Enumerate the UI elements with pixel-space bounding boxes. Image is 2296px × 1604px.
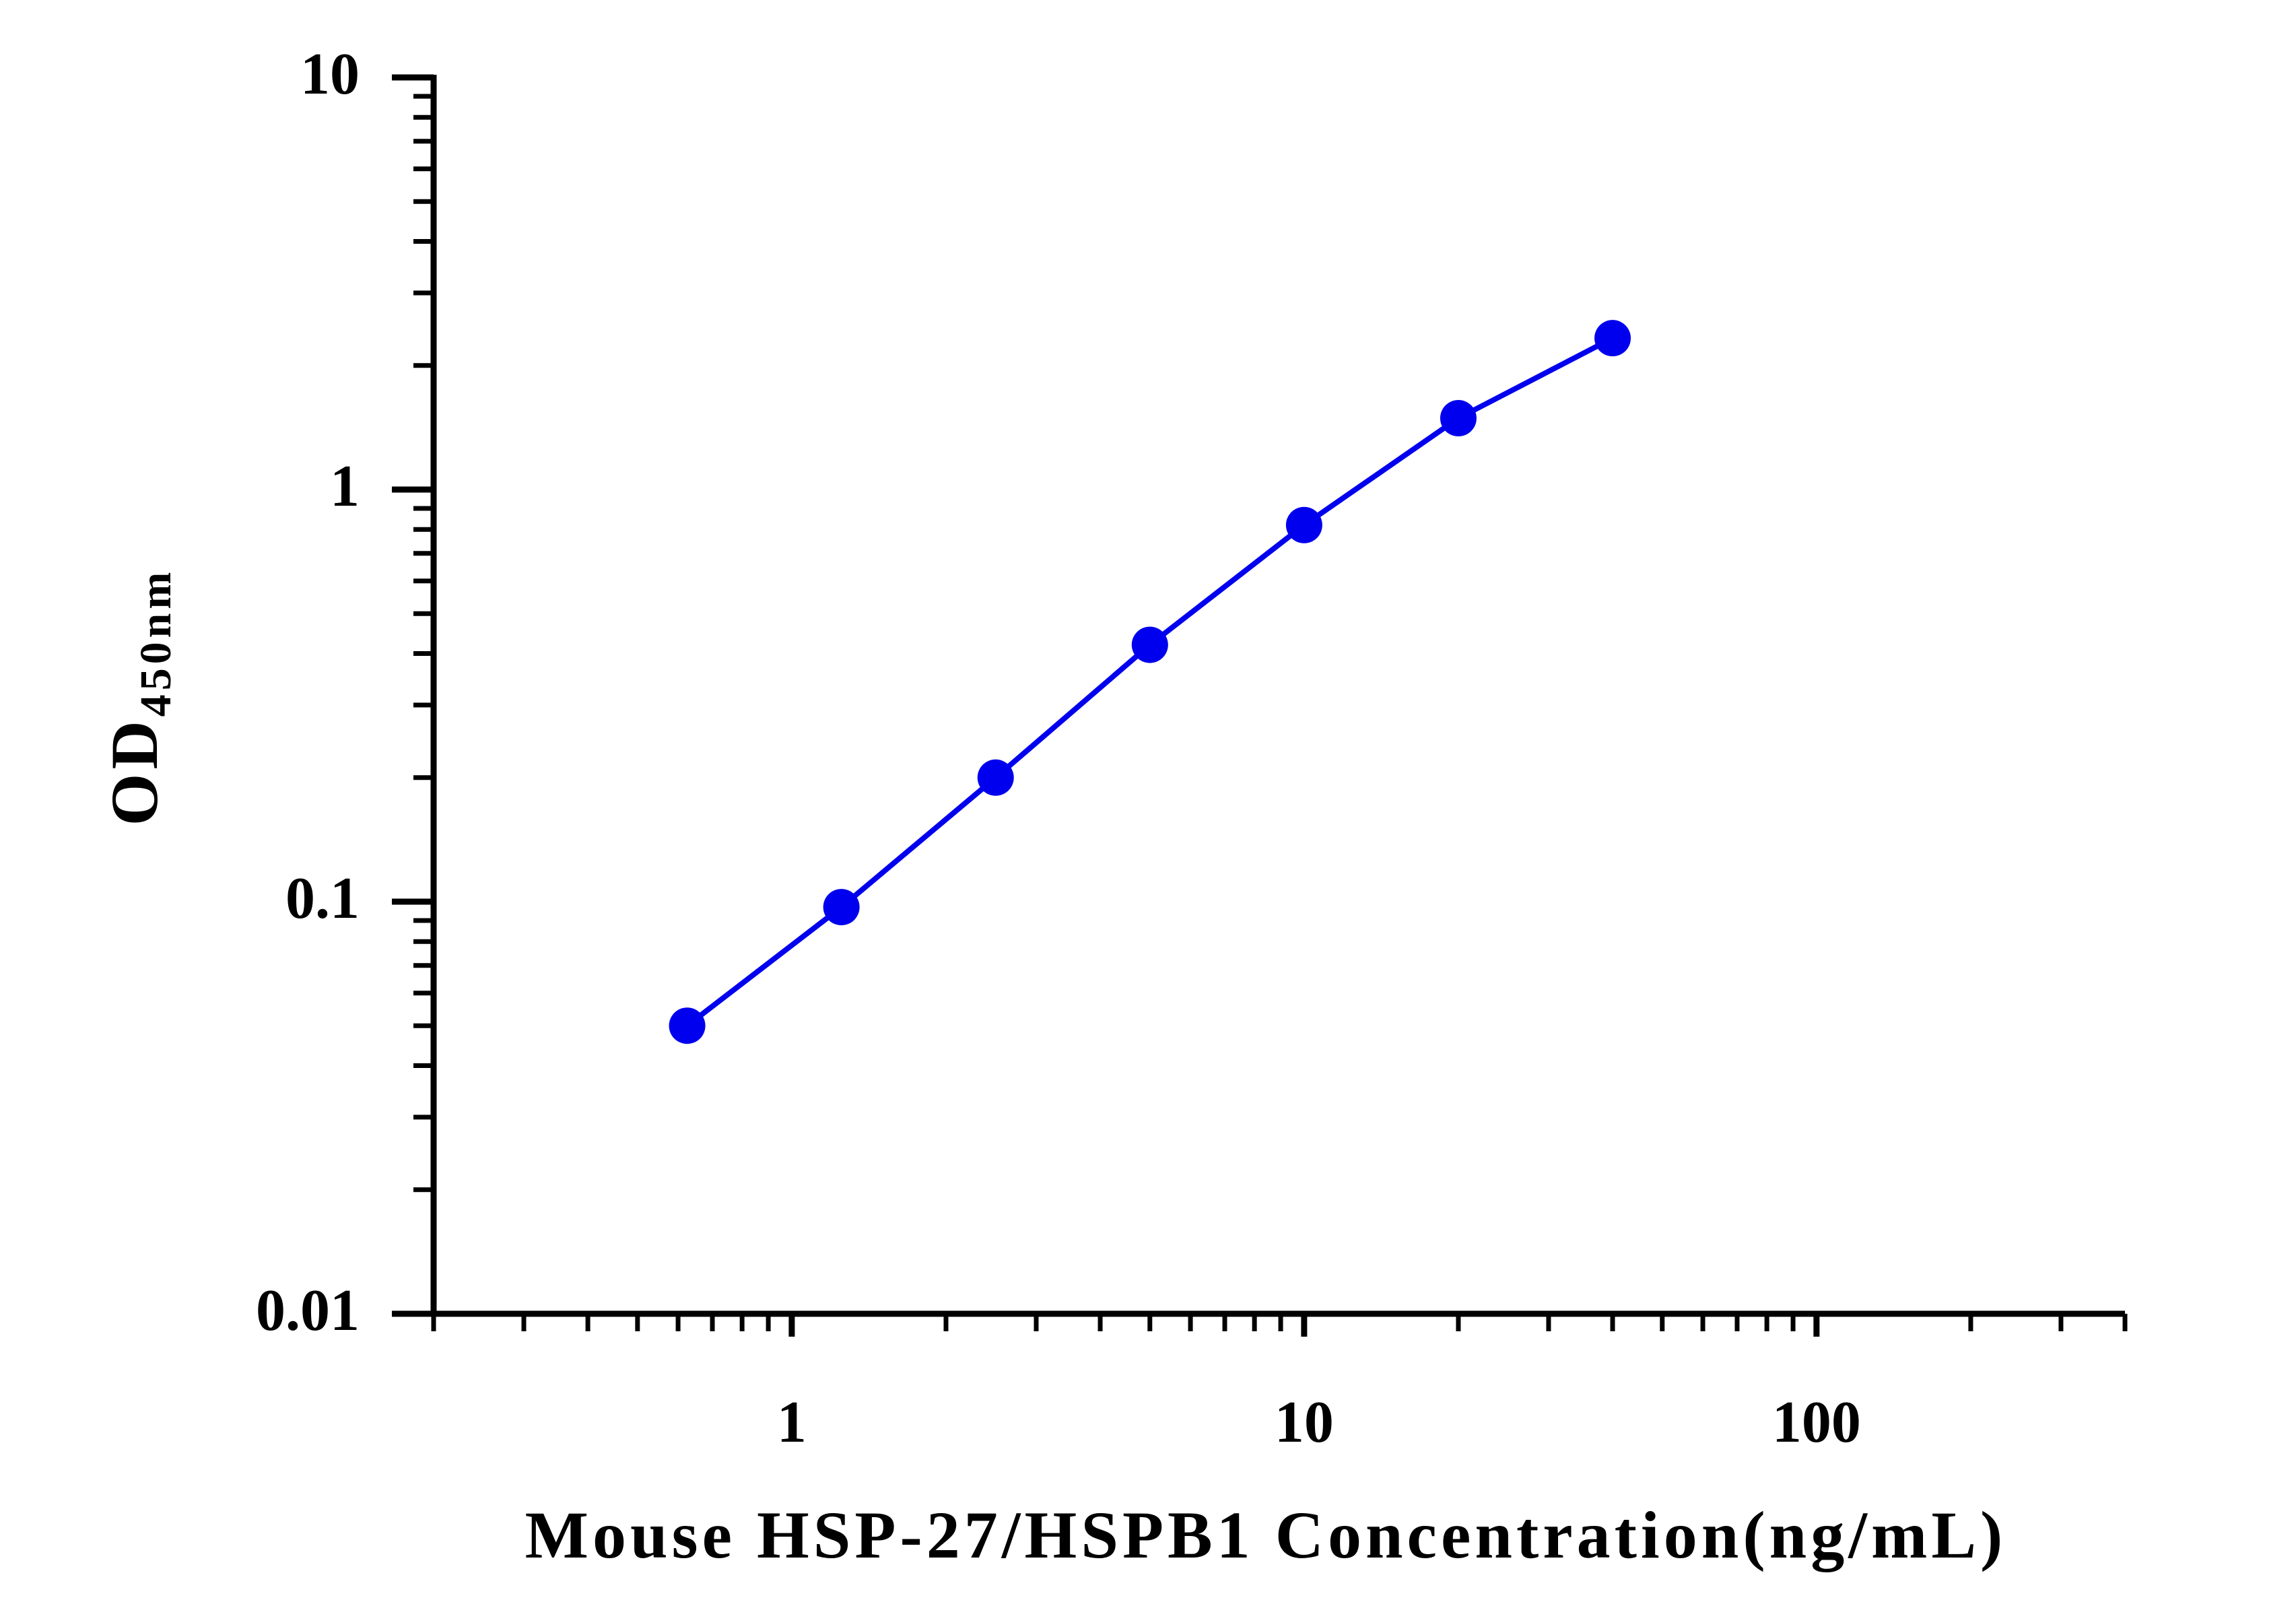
- series-line: [685, 335, 1614, 1028]
- data-point: [823, 889, 860, 926]
- x-axis-title: Mouse HSP-27/HSPB1 Concentration(ng/mL): [525, 1498, 2007, 1572]
- y-tick-label: 1: [330, 454, 360, 519]
- data-point: [669, 1007, 706, 1044]
- y-axis-title: OD450nm: [97, 568, 180, 826]
- y-tick-label: 10: [300, 42, 360, 107]
- data-point: [1440, 400, 1477, 437]
- data-point: [1131, 626, 1168, 663]
- data-point: [1285, 506, 1322, 543]
- data-point: [1594, 320, 1631, 357]
- data-point: [977, 759, 1014, 796]
- y-axis-title-main: OD: [97, 716, 172, 826]
- y-axis-title-sub: 450nm: [131, 568, 180, 717]
- x-tick-label: 10: [1275, 1390, 1334, 1455]
- x-tick-label: 1: [777, 1390, 807, 1455]
- y-tick-label: 0.1: [285, 866, 360, 931]
- y-tick-label: 0.01: [256, 1278, 360, 1343]
- x-tick-label: 100: [1772, 1390, 1861, 1455]
